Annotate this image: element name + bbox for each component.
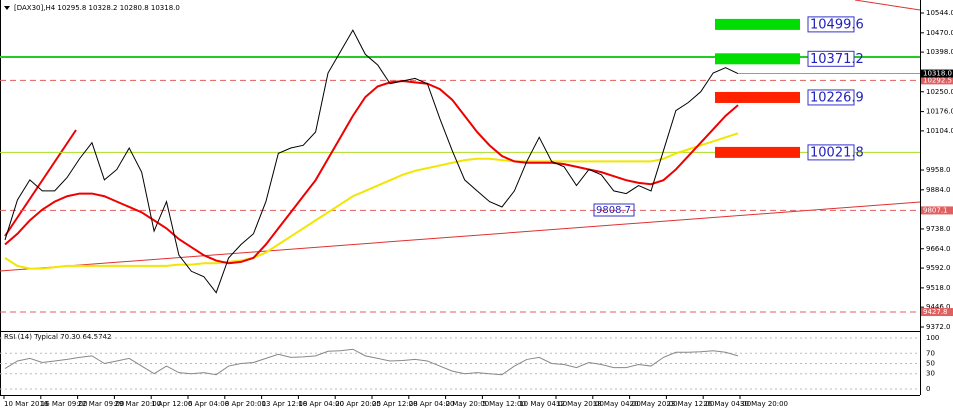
x-tick-label: 22 Mar 09:00 <box>78 400 125 408</box>
rsi-tick-label: 100 <box>926 334 939 342</box>
x-tick-label: 20 May 20:00 <box>630 400 678 408</box>
level-label: 9427.8 <box>923 308 948 316</box>
y-tick-label: 9664.0 <box>926 245 951 253</box>
x-tick-label: 6 Apr 04:00 <box>188 400 229 408</box>
x-tick-label: 12 May 20:00 <box>556 400 604 408</box>
annotation-box <box>593 203 635 217</box>
zone-label: 10499.6 <box>810 17 864 32</box>
zone-label-box <box>807 144 855 161</box>
x-tick-label: 23 May 12:00 <box>666 400 714 408</box>
y-tick-label: 10176.0 <box>926 108 953 116</box>
trend-line <box>854 0 921 11</box>
x-tick-label: 18 Apr 04:00 <box>298 400 344 408</box>
rsi-tick-label: 30 <box>926 370 935 378</box>
rsi-tick-label: 0 <box>926 385 930 393</box>
y-tick-label: 10544.0 <box>926 9 953 17</box>
trend-line <box>0 201 921 272</box>
x-tick-label: 28 Apr 04:00 <box>409 400 455 408</box>
zone <box>715 18 800 30</box>
annotation-label: 9808.7 <box>596 205 631 216</box>
y-tick-label: 10250.0 <box>926 88 953 96</box>
level-tag <box>921 308 953 317</box>
x-tick-label: 30 May 20:00 <box>740 400 788 408</box>
y-tick-label: 9518.0 <box>926 284 951 292</box>
zone-label: 10021.8 <box>810 145 864 160</box>
level-label: 9807.1 <box>923 206 948 214</box>
x-tick-label: 13 Apr 12:00 <box>262 400 308 408</box>
chart-title: [DAX30],H4 10295.8 10328.2 10280.8 10318… <box>14 4 180 12</box>
y-tick-label: 9592.0 <box>926 264 951 272</box>
x-tick-label: 5 May 12:00 <box>482 400 526 408</box>
current-price-tag <box>921 69 953 78</box>
rsi-line <box>4 348 739 376</box>
rsi-tick-label: 50 <box>926 360 935 368</box>
y-tick-label: 10104.0 <box>926 127 953 135</box>
zone <box>715 91 800 103</box>
zone-label-box <box>807 16 855 33</box>
x-tick-label: 2 May 20:00 <box>446 400 490 408</box>
moving-average <box>4 132 739 270</box>
y-tick-label: 9446.0 <box>926 303 951 311</box>
y-tick-label: 9738.0 <box>926 225 951 233</box>
x-tick-label: 1 Apr 12:00 <box>151 400 192 408</box>
y-tick-label: 9372.0 <box>926 323 951 331</box>
x-tick-label: 10 May 04:00 <box>519 400 567 408</box>
zone-label-box <box>807 50 855 67</box>
menu-triangle <box>4 6 10 10</box>
x-tick-label: 20 Apr 20:00 <box>335 400 381 408</box>
zone <box>715 53 800 65</box>
x-tick-label: 26 May 04:00 <box>703 400 751 408</box>
level-tag <box>921 206 953 215</box>
zone <box>715 146 800 158</box>
trend-line <box>4 129 77 237</box>
current-price-label: 10318.0 <box>923 70 952 78</box>
x-tick-label: 25 Apr 12:00 <box>372 400 418 408</box>
moving-average <box>4 80 739 265</box>
price-line <box>4 29 739 294</box>
y-tick-label: 10398.0 <box>926 48 953 56</box>
zone-label-box <box>807 89 855 106</box>
x-tick-label: 18 May 04:00 <box>593 400 641 408</box>
y-tick-label: 9884.0 <box>926 186 951 194</box>
x-tick-label: 16 Mar 09:00 <box>41 400 88 408</box>
rsi-title: RSI (14) Typical 70.30 64.5742 <box>4 333 111 341</box>
zone-label: 10226.9 <box>810 90 864 105</box>
x-tick-label: 10 Mar 2016 <box>4 400 49 408</box>
y-tick-label: 10470.0 <box>926 29 953 37</box>
x-tick-label: 8 Apr 20:00 <box>225 400 266 408</box>
x-tick-label: 29 Mar 20:00 <box>114 400 161 408</box>
y-tick-label: 9958.0 <box>926 166 951 174</box>
zone-label: 10371.2 <box>810 52 864 67</box>
level-label: 10292.5 <box>923 76 952 84</box>
level-tag <box>921 76 953 85</box>
rsi-tick-label: 70 <box>926 349 935 357</box>
